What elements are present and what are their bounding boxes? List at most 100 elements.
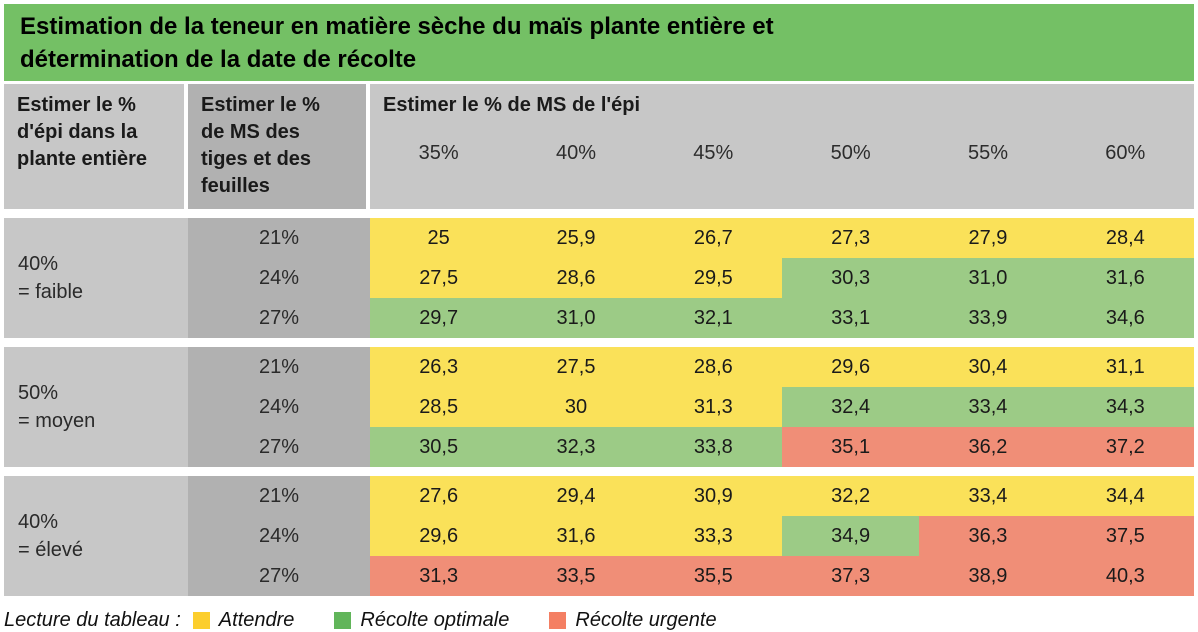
data-cell: 28,5 (370, 387, 508, 427)
data-cell: 25 (370, 218, 508, 258)
data-cell: 35,5 (644, 556, 782, 596)
table-row: 30,5 32,3 33,8 35,1 36,2 37,2 (370, 427, 1194, 467)
data-cell: 32,2 (781, 476, 920, 516)
page-title: Estimation de la teneur en matière sèche… (4, 4, 1194, 81)
data-cell: 29,6 (781, 347, 920, 387)
data-cell: 30,9 (644, 476, 782, 516)
table-row: 26,3 27,5 28,6 29,6 30,4 31,1 (370, 347, 1194, 387)
group-ms-column: 21% 24% 27% (188, 218, 370, 338)
data-cell: 31,3 (370, 556, 508, 596)
data-cell: 28,6 (644, 347, 782, 387)
data-cell: 33,3 (644, 516, 782, 556)
data-cell: 36,3 (919, 516, 1057, 556)
data-cell: 26,3 (370, 347, 508, 387)
data-cell: 25,9 (507, 218, 645, 258)
data-cell: 31,3 (644, 387, 782, 427)
data-cell: 38,9 (919, 556, 1057, 596)
legend-swatch-icon (334, 612, 352, 629)
data-cell: 31,6 (507, 516, 645, 556)
data-cell: 27,5 (507, 347, 645, 387)
header-pct-50: 50% (830, 142, 871, 164)
data-cell: 34,9 (781, 516, 920, 556)
data-cell: 37,2 (1056, 427, 1194, 467)
ms-label: 27% (258, 307, 300, 329)
ms-label: 24% (258, 525, 300, 547)
table-row: 28,5 30 31,3 32,4 33,4 34,3 (370, 387, 1194, 427)
data-cell: 33,8 (644, 427, 782, 467)
table-header: Estimer le % d'épi dans la plante entièr… (4, 84, 1194, 209)
data-cell: 33,9 (919, 298, 1057, 338)
header-pct-row: 35% 40% 45% 50% 55% 60% (370, 142, 1194, 165)
header-pct-45: 45% (693, 142, 734, 164)
header-pct-40: 40% (555, 142, 596, 164)
table-row: 29,7 31,0 32,1 33,1 33,9 34,6 (370, 298, 1194, 338)
data-cell: 30,5 (370, 427, 508, 467)
group-data: 25 25,9 26,7 27,3 27,9 28,4 27,5 28,6 29,5 30,3 31… (370, 218, 1194, 338)
table-row: 27,6 29,4 30,9 32,2 33,4 34,4 (370, 476, 1194, 516)
data-cell: 31,0 (507, 298, 645, 338)
data-cell: 27,9 (919, 218, 1057, 258)
data-cell: 34,4 (1056, 476, 1194, 516)
data-cell: 29,7 (370, 298, 508, 338)
ms-label: 21% (258, 227, 300, 249)
data-cell: 40,3 (1056, 556, 1194, 596)
data-cell: 31,1 (1056, 347, 1194, 387)
row-group-1: 40% = faible 21% 24% 27% 25 25,9 26,7 27,3 27,9 2… (4, 218, 1194, 338)
data-cell: 37,3 (781, 556, 920, 596)
ms-label: 27% (258, 436, 300, 458)
data-cell: 35,1 (781, 427, 920, 467)
header-ear-percent: Estimer le % d'épi dans la plante entièr… (4, 84, 188, 209)
data-cell: 30,3 (781, 258, 920, 298)
group-label: 50% = moyen (4, 347, 188, 467)
data-cell: 34,3 (1056, 387, 1194, 427)
data-cell: 27,3 (781, 218, 920, 258)
ms-label: 27% (258, 565, 300, 587)
legend-item-legend_green: Récolte optimale (334, 609, 509, 632)
data-cell: 32,4 (781, 387, 920, 427)
legend-swatch-icon (192, 612, 210, 629)
data-cell: 33,1 (781, 298, 920, 338)
data-cell: 36,2 (919, 427, 1057, 467)
legend-item-label: Récolte urgente (575, 609, 717, 631)
data-cell: 29,4 (507, 476, 645, 516)
data-cell: 26,7 (644, 218, 782, 258)
legend-item-label: Récolte optimale (360, 609, 510, 631)
table-body: 40% = faible 21% 24% 27% 25 25,9 26,7 27,3 27,9 2… (4, 218, 1194, 596)
header-ear-ms-title: Estimer le % de MS de l'épi (383, 94, 641, 116)
group-ms-column: 21% 24% 27% (188, 347, 370, 467)
table-row: 27,5 28,6 29,5 30,3 31,0 31,6 (370, 258, 1194, 298)
row-group-2: 50% = moyen 21% 24% 27% 26,3 27,5 28,6 29,6 30,4… (4, 347, 1194, 467)
group-ms-column: 21% 24% 27% (188, 476, 370, 596)
legend-prefix: Lecture du tableau : (4, 609, 181, 631)
group-label: 40% = faible (4, 218, 188, 338)
legend-item-legend_red: Récolte urgente (549, 609, 717, 632)
data-cell: 31,6 (1056, 258, 1194, 298)
data-cell: 28,6 (507, 258, 645, 298)
data-cell: 32,1 (644, 298, 782, 338)
legend-swatch-icon (549, 612, 567, 629)
header-stem-ms-percent: Estimer le % de MS des tiges et des feui… (188, 84, 370, 209)
data-cell: 31,0 (919, 258, 1057, 298)
table-row: 29,6 31,6 33,3 34,9 36,3 37,5 (370, 516, 1194, 556)
header-pct-60: 60% (1105, 142, 1146, 164)
data-cell: 34,6 (1056, 298, 1194, 338)
data-cell: 33,4 (919, 387, 1057, 427)
ms-label: 21% (258, 485, 300, 507)
data-cell: 37,5 (1056, 516, 1194, 556)
data-cell: 28,4 (1056, 218, 1194, 258)
ms-label: 24% (258, 396, 300, 418)
data-cell: 27,5 (370, 258, 508, 298)
data-cell: 30 (507, 387, 645, 427)
data-cell: 27,6 (370, 476, 508, 516)
data-cell: 29,6 (370, 516, 508, 556)
legend: Lecture du tableau : Attendre Récolte opt… (4, 609, 1194, 632)
header-pct-55: 55% (967, 142, 1008, 164)
data-cell: 32,3 (507, 427, 645, 467)
table-row: 25 25,9 26,7 27,3 27,9 28,4 (370, 218, 1194, 258)
legend-items: Attendre Récolte optimale Récolte urgente (192, 609, 757, 632)
legend-item-label: Attendre (218, 609, 295, 631)
data-cell: 29,5 (644, 258, 782, 298)
data-cell: 33,5 (507, 556, 645, 596)
ms-label: 21% (258, 356, 300, 378)
data-cell: 30,4 (919, 347, 1057, 387)
